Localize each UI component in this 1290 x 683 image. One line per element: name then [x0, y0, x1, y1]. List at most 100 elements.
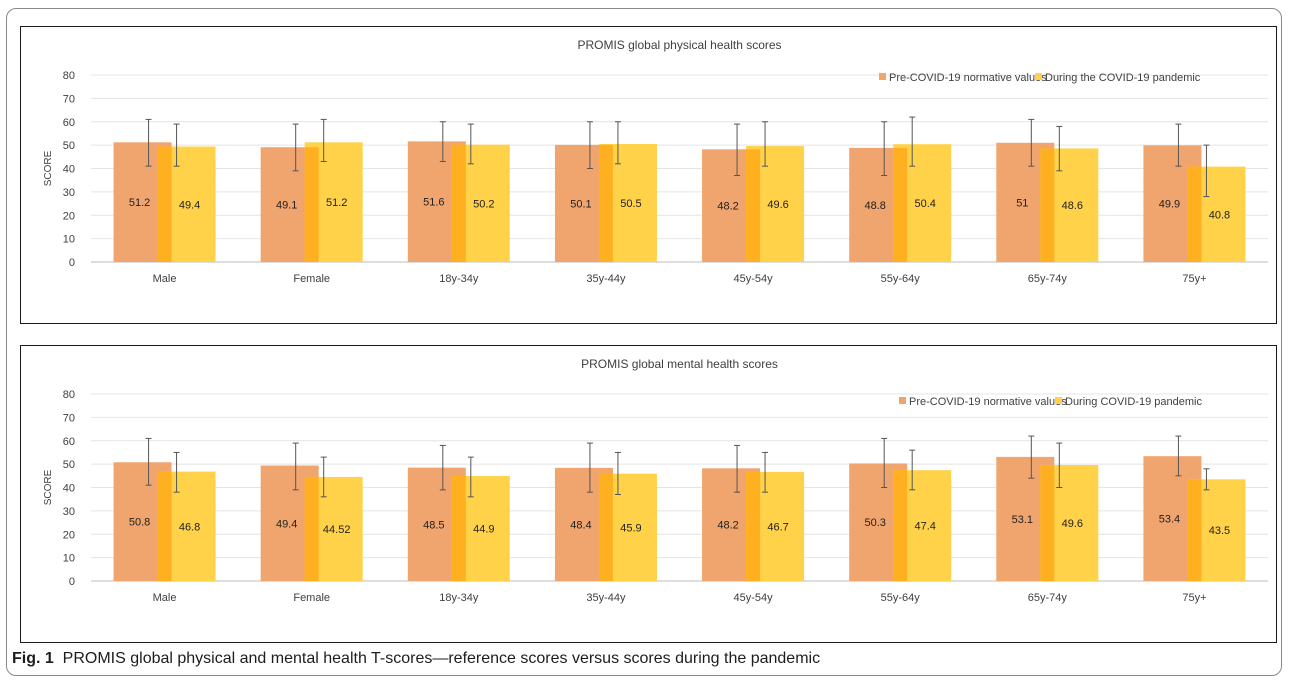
bar-overlap-1 — [304, 147, 319, 262]
data-label-pre-2: 48.5 — [423, 519, 444, 531]
legend-label-1: During COVID-19 pandemic — [1065, 396, 1202, 408]
data-label-pre-6: 51 — [1016, 197, 1028, 209]
y-tick-label: 20 — [63, 529, 75, 541]
y-tick-label: 30 — [63, 506, 75, 518]
x-tick-label: 65y-74y — [1028, 592, 1068, 604]
x-tick-label: Male — [153, 592, 177, 604]
legend-swatch-0 — [879, 73, 886, 80]
data-label-pre-7: 53.4 — [1159, 514, 1180, 526]
y-tick-label: 0 — [69, 257, 75, 269]
physical-health-chart: PROMIS global physical health scores 0 10 2… — [20, 26, 1277, 324]
x-tick-label: 18y-34y — [439, 592, 479, 604]
x-tick-label: 65y-74y — [1028, 273, 1068, 285]
data-label-during-7: 43.5 — [1209, 525, 1230, 537]
data-label-during-1: 51.2 — [326, 197, 347, 209]
legend-swatch-0 — [899, 397, 906, 404]
y-axis-label: SCORE — [43, 469, 54, 505]
chart-title: PROMIS global mental health scores — [581, 357, 778, 371]
bar-overlap-2 — [451, 144, 466, 262]
bar-overlap-4 — [746, 149, 761, 262]
data-label-pre-5: 48.8 — [864, 200, 885, 212]
y-tick-label: 80 — [63, 70, 75, 82]
bar-overlap-5 — [893, 147, 908, 262]
bar-overlap-3 — [598, 144, 613, 262]
bar-overlap-7 — [1187, 479, 1202, 581]
mental-health-chart: PROMIS global mental health scores 0 10 20 3… — [20, 345, 1277, 643]
legend-label-0: Pre-COVID-19 normative values — [909, 396, 1067, 408]
y-tick-label: 60 — [63, 436, 75, 448]
y-tick-label: 50 — [63, 459, 75, 471]
y-tick-label: 20 — [63, 210, 75, 222]
bar-overlap-1 — [304, 476, 319, 581]
legend-swatch-1 — [1035, 73, 1042, 80]
data-label-during-6: 48.6 — [1062, 200, 1083, 212]
data-label-pre-1: 49.1 — [276, 200, 297, 212]
x-tick-label: 75y+ — [1182, 273, 1206, 285]
x-tick-label: Female — [293, 273, 330, 285]
x-tick-label: 45y-54y — [733, 592, 773, 604]
figure-label: Fig. 1 — [12, 650, 54, 667]
data-label-pre-6: 53.1 — [1012, 514, 1033, 526]
data-label-pre-7: 49.9 — [1159, 199, 1180, 211]
data-label-pre-2: 51.6 — [423, 197, 444, 209]
data-label-during-4: 49.6 — [767, 199, 788, 211]
data-label-during-7: 40.8 — [1209, 209, 1230, 221]
bar-overlap-3 — [598, 473, 613, 581]
x-tick-label: 35y-44y — [586, 273, 626, 285]
bar-overlap-6 — [1040, 465, 1055, 581]
data-label-during-0: 46.8 — [179, 521, 200, 533]
y-tick-label: 10 — [63, 234, 75, 246]
x-tick-label: 55y-64y — [881, 273, 921, 285]
data-label-during-1: 44.52 — [323, 524, 351, 536]
bar-overlap-0 — [157, 471, 172, 581]
mental-health-chart-svg: PROMIS global mental health scores 0 10 20 3… — [43, 357, 1268, 604]
data-label-pre-3: 48.4 — [570, 519, 591, 531]
bar-overlap-4 — [746, 471, 761, 581]
y-tick-label: 80 — [63, 389, 75, 401]
y-tick-label: 30 — [63, 187, 75, 199]
figure-frame — [6, 8, 1282, 676]
x-tick-label: 45y-54y — [733, 273, 773, 285]
data-label-pre-0: 50.8 — [129, 517, 150, 529]
data-label-during-2: 44.9 — [473, 524, 494, 536]
legend-label-1: During the COVID-19 pandemic — [1045, 72, 1201, 84]
bar-overlap-2 — [451, 476, 466, 581]
y-tick-label: 40 — [63, 164, 75, 176]
y-tick-label: 0 — [69, 576, 75, 588]
y-tick-label: 40 — [63, 483, 75, 495]
legend-label-0: Pre-COVID-19 normative values — [889, 72, 1047, 84]
figure-caption-text: PROMIS global physical and mental health… — [62, 650, 821, 667]
x-tick-label: 18y-34y — [439, 273, 479, 285]
data-label-pre-5: 50.3 — [864, 517, 885, 529]
data-label-pre-4: 48.2 — [717, 201, 738, 213]
bar-overlap-7 — [1187, 166, 1202, 262]
data-label-during-3: 50.5 — [620, 198, 641, 210]
figure-caption: Fig. 1 PROMIS global physical and mental… — [12, 650, 820, 668]
bar-overlap-5 — [893, 470, 908, 581]
data-label-pre-0: 51.2 — [129, 197, 150, 209]
y-tick-label: 60 — [63, 117, 75, 129]
chart-title: PROMIS global physical health scores — [577, 38, 781, 52]
data-label-pre-3: 50.1 — [570, 198, 591, 210]
data-label-during-4: 46.7 — [767, 521, 788, 533]
y-tick-label: 10 — [63, 553, 75, 565]
data-label-during-5: 47.4 — [914, 521, 935, 533]
x-tick-label: 35y-44y — [586, 592, 626, 604]
data-label-during-5: 50.4 — [914, 198, 935, 210]
y-tick-label: 70 — [63, 93, 75, 105]
x-tick-label: Male — [153, 273, 177, 285]
physical-health-chart-svg: PROMIS global physical health scores 0 10 2… — [43, 38, 1268, 285]
data-label-pre-4: 48.2 — [717, 520, 738, 532]
data-label-during-0: 49.4 — [179, 199, 200, 211]
data-label-pre-1: 49.4 — [276, 518, 297, 530]
data-label-during-3: 45.9 — [620, 522, 641, 534]
data-label-during-2: 50.2 — [473, 198, 494, 210]
bar-overlap-6 — [1040, 148, 1055, 262]
x-tick-label: Female — [293, 592, 330, 604]
x-tick-label: 55y-64y — [881, 592, 921, 604]
y-tick-label: 50 — [63, 140, 75, 152]
y-axis-label: SCORE — [43, 150, 54, 186]
data-label-during-6: 49.6 — [1062, 518, 1083, 530]
bar-overlap-0 — [157, 146, 172, 262]
y-tick-label: 70 — [63, 412, 75, 424]
